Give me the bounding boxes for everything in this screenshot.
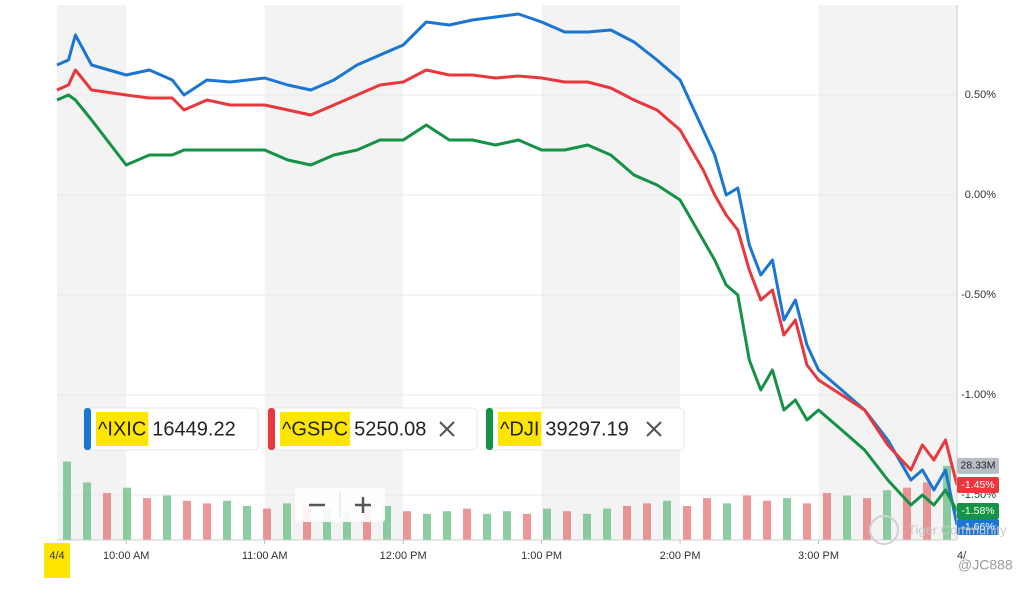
- volume-bar: [503, 511, 511, 540]
- name-highlight: [96, 412, 149, 446]
- volume-bar: [283, 503, 291, 540]
- legend-name: ^GSPC: [282, 418, 348, 440]
- volume-bar: [703, 498, 711, 540]
- watermark: Tiger Community: [908, 522, 1007, 537]
- volume-bar: [863, 498, 871, 540]
- zoom-controls: [295, 488, 385, 522]
- last-value-label: -1.66%: [961, 521, 994, 533]
- legend-item[interactable]: ^DJI 39297.19: [485, 407, 685, 451]
- last-value-label: -1.45%: [961, 479, 994, 491]
- series-line: [56, 68, 959, 486]
- volume-bar: [803, 503, 811, 540]
- remove-icon: [439, 421, 455, 437]
- volume-bar: [483, 513, 491, 540]
- volume-bar: [823, 492, 831, 540]
- series-line: [56, 93, 959, 512]
- volume-bar: [543, 508, 551, 540]
- volume-bar: [123, 487, 131, 540]
- session-band: [264, 5, 404, 540]
- volume-bar: [783, 498, 791, 540]
- volume-bar: [463, 508, 471, 540]
- volume-bar: [403, 511, 411, 540]
- volume-bar: [203, 503, 211, 540]
- legend-price: 39297.19: [545, 418, 628, 440]
- date-label: 4/4: [49, 550, 64, 562]
- session-band: [818, 5, 957, 540]
- volume-bar: [743, 495, 751, 540]
- volume-tag: [957, 457, 999, 474]
- zoom-in[interactable]: [355, 497, 371, 513]
- name-highlight: [280, 412, 351, 446]
- last-value-tag: [957, 477, 999, 493]
- date-highlight: [44, 543, 70, 578]
- volume-bar: [663, 500, 671, 540]
- volume-bar: [83, 482, 91, 540]
- last-value-label: -1.58%: [961, 505, 994, 517]
- remove-button[interactable]: [646, 421, 662, 437]
- legend-item[interactable]: ^GSPC 5250.08: [267, 407, 478, 451]
- volume-bar: [383, 505, 391, 540]
- volume-bar: [763, 500, 771, 540]
- volume-bar: [263, 508, 271, 540]
- volume-bar: [623, 505, 631, 540]
- remove-icon: [646, 421, 662, 437]
- x-tick-label: 11:00 AM: [242, 550, 288, 562]
- legend-swatch: [84, 408, 91, 450]
- series-line: [56, 12, 959, 526]
- volume-bar: [583, 513, 591, 540]
- last-value-tag: [957, 519, 999, 535]
- last-value-tag: [957, 503, 999, 519]
- volume-bar: [163, 495, 171, 540]
- volume-bar: [183, 500, 191, 540]
- name-highlight: [498, 412, 542, 446]
- volume-bar: [143, 498, 151, 540]
- volume-bar: [883, 490, 891, 540]
- x-tick-label: 1:00 PM: [521, 550, 562, 562]
- volume-bar: [523, 513, 531, 540]
- volume-bar: [343, 511, 351, 540]
- volume-bar: [643, 503, 651, 540]
- legend-swatch: [268, 408, 275, 450]
- volume-bar: [943, 465, 951, 540]
- remove-button[interactable]: [439, 421, 455, 437]
- volume-bar: [323, 508, 331, 540]
- y-tick-label: 0.00%: [965, 189, 996, 201]
- volume-bar: [243, 505, 251, 540]
- legend-price: 5250.08: [354, 418, 426, 440]
- volume-bar: [63, 461, 71, 540]
- volume-bar: [223, 500, 231, 540]
- watermark: @JC888: [958, 557, 1013, 573]
- volume-bar: [363, 508, 371, 540]
- volume-tag-label: 28.33M: [960, 460, 995, 472]
- volume-bar: [423, 513, 431, 540]
- volume-bar: [903, 487, 911, 540]
- volume-bar: [563, 511, 571, 540]
- volume-bar: [303, 505, 311, 540]
- watermark-logo: [869, 515, 899, 545]
- volume-bar: [603, 508, 611, 540]
- session-band: [541, 5, 681, 540]
- date-label: 4/: [957, 550, 967, 562]
- legend-name: ^DJI: [500, 418, 539, 440]
- volume-bar: [103, 492, 111, 540]
- volume-bar: [683, 505, 691, 540]
- x-tick-label: 10:00 AM: [103, 550, 149, 562]
- y-tick-label: -0.50%: [961, 289, 996, 301]
- legend-swatch: [486, 408, 493, 450]
- volume-bar: [443, 511, 451, 540]
- volume-bar: [723, 503, 731, 540]
- volume-bar: [843, 495, 851, 540]
- legend-item[interactable]: ^IXIC 16449.22: [83, 407, 259, 451]
- volume-bar: [923, 482, 931, 540]
- x-tick-label: 12:00 PM: [380, 550, 427, 562]
- x-tick-label: 3:00 PM: [798, 550, 839, 562]
- legend-price: 16449.22: [152, 418, 235, 440]
- y-tick-label: 0.50%: [965, 89, 996, 101]
- y-tick-label: -1.00%: [961, 389, 996, 401]
- legend-name: ^IXIC: [98, 418, 146, 440]
- x-tick-label: 2:00 PM: [660, 550, 701, 562]
